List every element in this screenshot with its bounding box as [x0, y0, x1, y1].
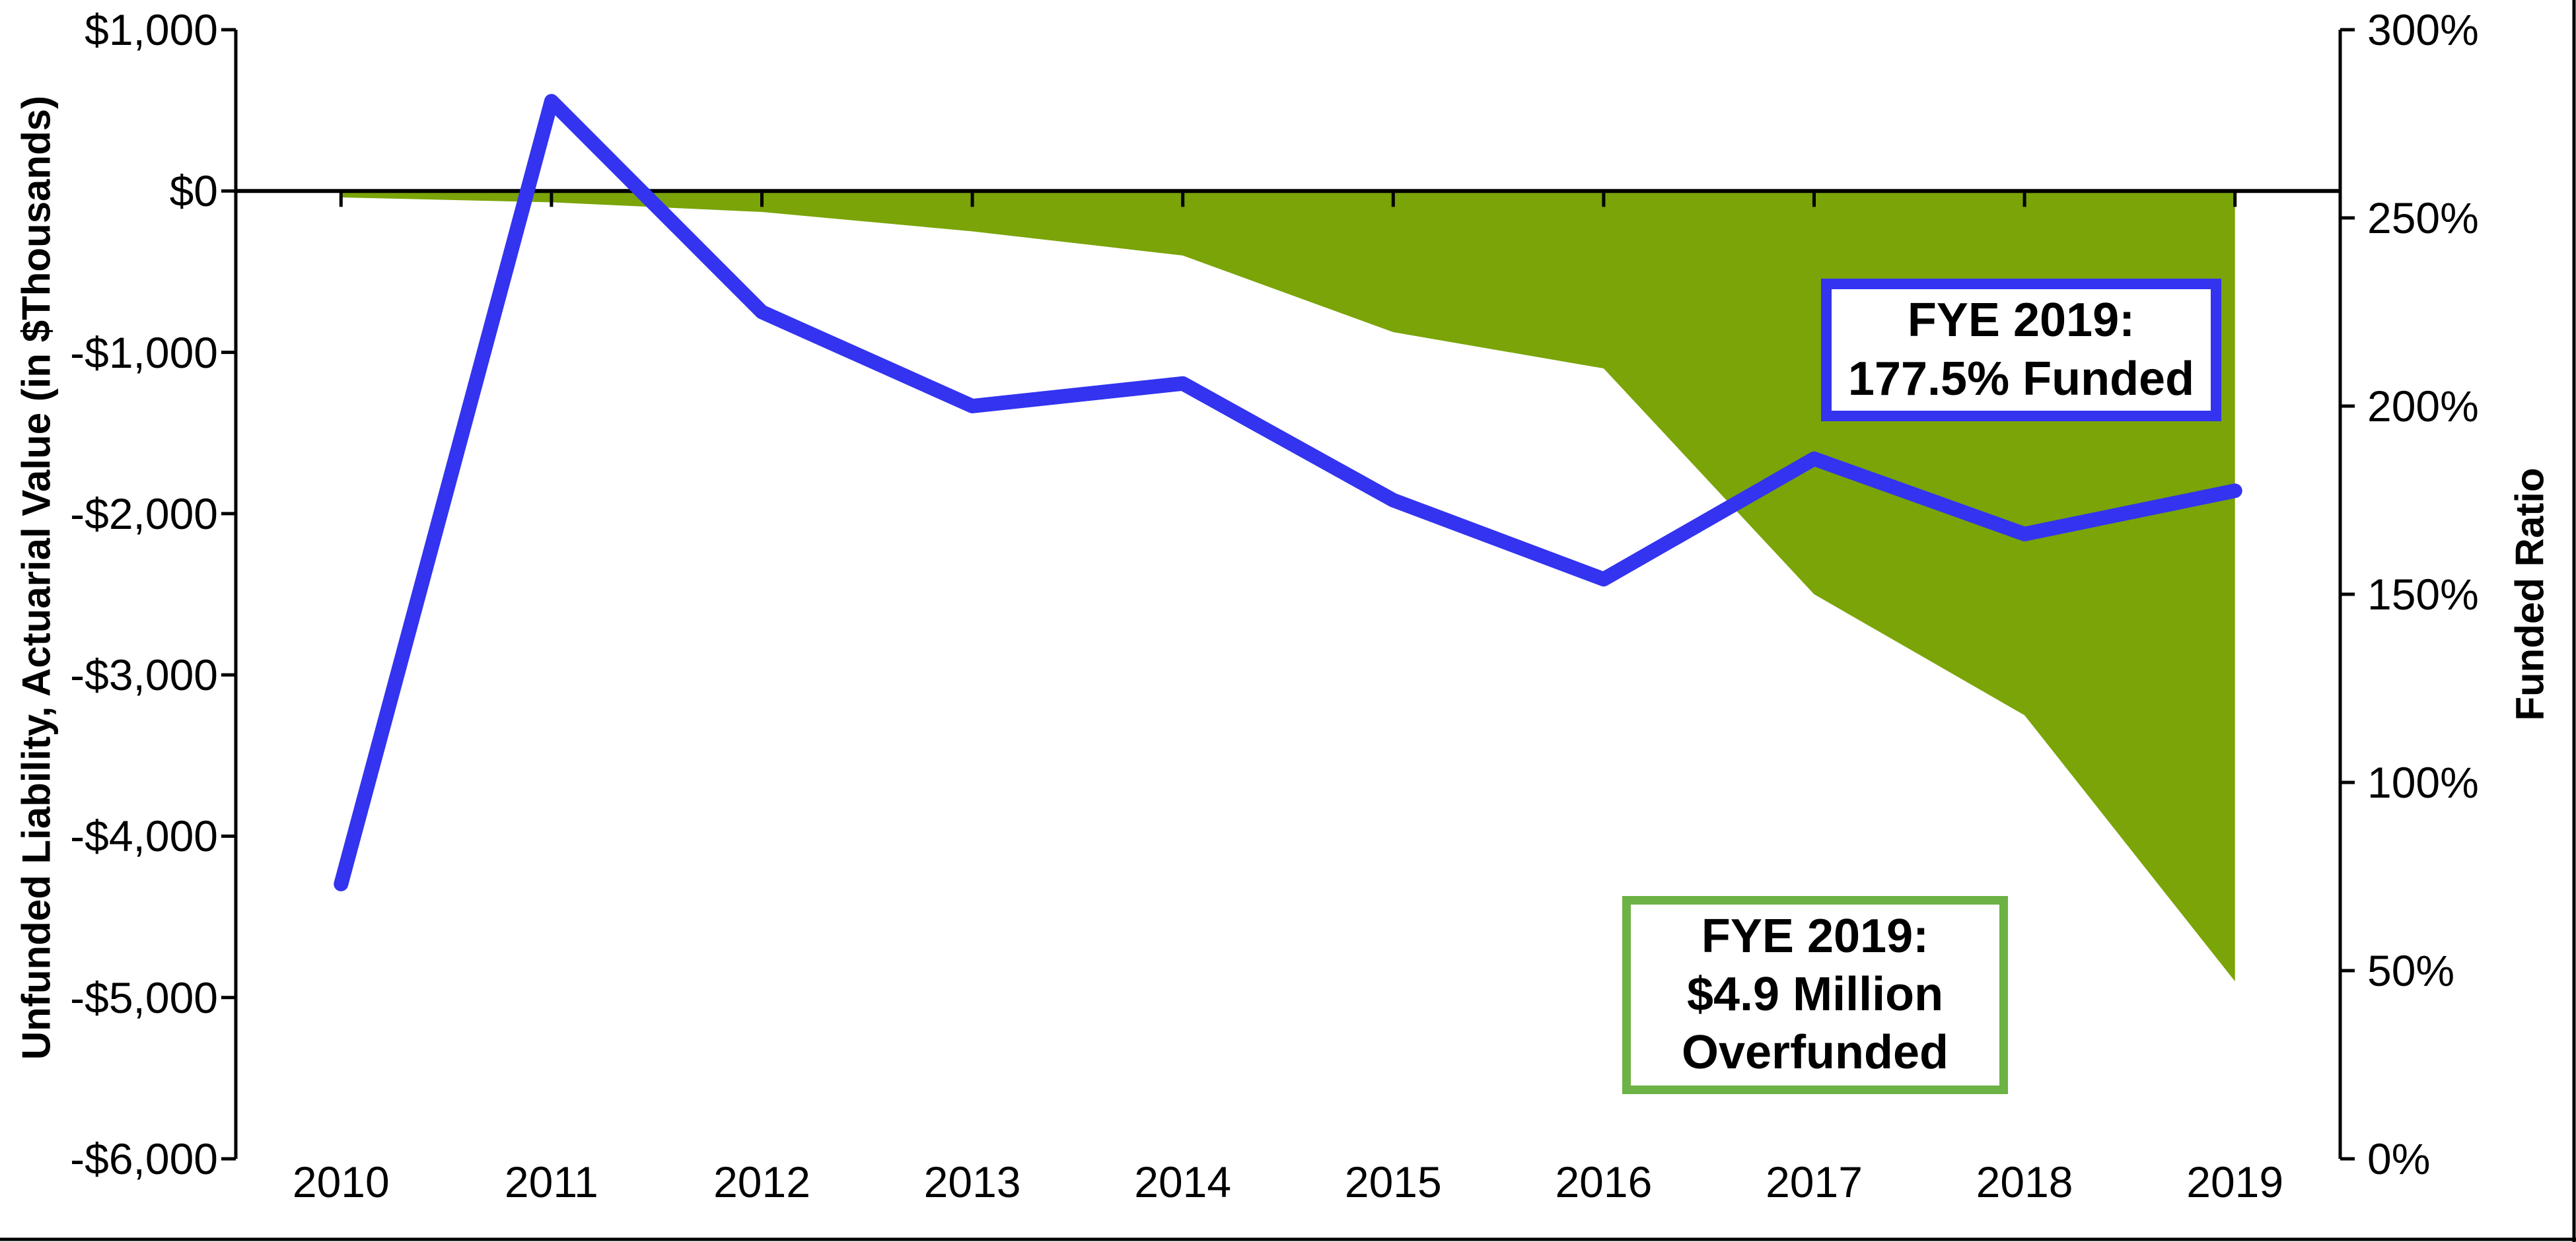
- right-axis-tick-label: 200%: [2367, 382, 2479, 431]
- right-axis-tick-label: 300%: [2367, 5, 2479, 54]
- x-axis-label-2013: 2013: [923, 1157, 1021, 1206]
- funded-ratio-callout: FYE 2019: 177.5% Funded: [1821, 279, 2221, 421]
- right-axis-tick-label: 50%: [2367, 946, 2455, 995]
- overfunded-callout-line1: FYE 2019:: [1701, 910, 1929, 963]
- left-axis-tick-label: -$1,000: [70, 328, 218, 377]
- x-axis-label-2015: 2015: [1344, 1157, 1442, 1206]
- overfunded-callout-line3: Overfunded: [1681, 1025, 1949, 1079]
- right-axis-tick-label: 0%: [2367, 1134, 2431, 1183]
- left-axis-tick-label: -$6,000: [70, 1134, 218, 1183]
- left-axis-tick-label: $1,000: [85, 5, 218, 54]
- x-axis-label-2019: 2019: [2186, 1157, 2284, 1206]
- left-axis-tick-label: -$5,000: [70, 973, 218, 1022]
- right-axis-title: Funded Ratio: [2507, 467, 2552, 721]
- left-axis-tick-label: -$4,000: [70, 811, 218, 861]
- funded-ratio-callout-line1: FYE 2019:: [1907, 293, 2135, 347]
- x-axis-label-2018: 2018: [1976, 1157, 2073, 1206]
- funded-ratio-callout-line2: 177.5% Funded: [1847, 353, 2195, 405]
- x-axis-label-2014: 2014: [1134, 1157, 1232, 1206]
- right-axis-tick-label: 100%: [2367, 758, 2479, 807]
- x-axis-label-2012: 2012: [713, 1157, 810, 1206]
- right-axis-tick-label: 250%: [2367, 193, 2479, 242]
- left-axis-title: Unfunded Liability, Actuarial Value (in …: [14, 95, 59, 1060]
- left-axis-tick-label: -$3,000: [70, 650, 218, 700]
- left-axis-tick-label: $0: [169, 166, 218, 216]
- x-axis-label-2016: 2016: [1555, 1157, 1653, 1206]
- x-axis-label-2017: 2017: [1766, 1157, 1863, 1206]
- overfunded-callout: FYE 2019: $4.9 Million Overfunded: [1622, 896, 2008, 1094]
- overfunded-callout-line2: $4.9 Million: [1686, 968, 1944, 1021]
- right-axis-tick-label: 150%: [2367, 570, 2479, 619]
- x-axis-label-2011: 2011: [504, 1157, 598, 1206]
- x-axis-label-2010: 2010: [292, 1157, 390, 1206]
- left-axis-tick-label: -$2,000: [70, 489, 218, 538]
